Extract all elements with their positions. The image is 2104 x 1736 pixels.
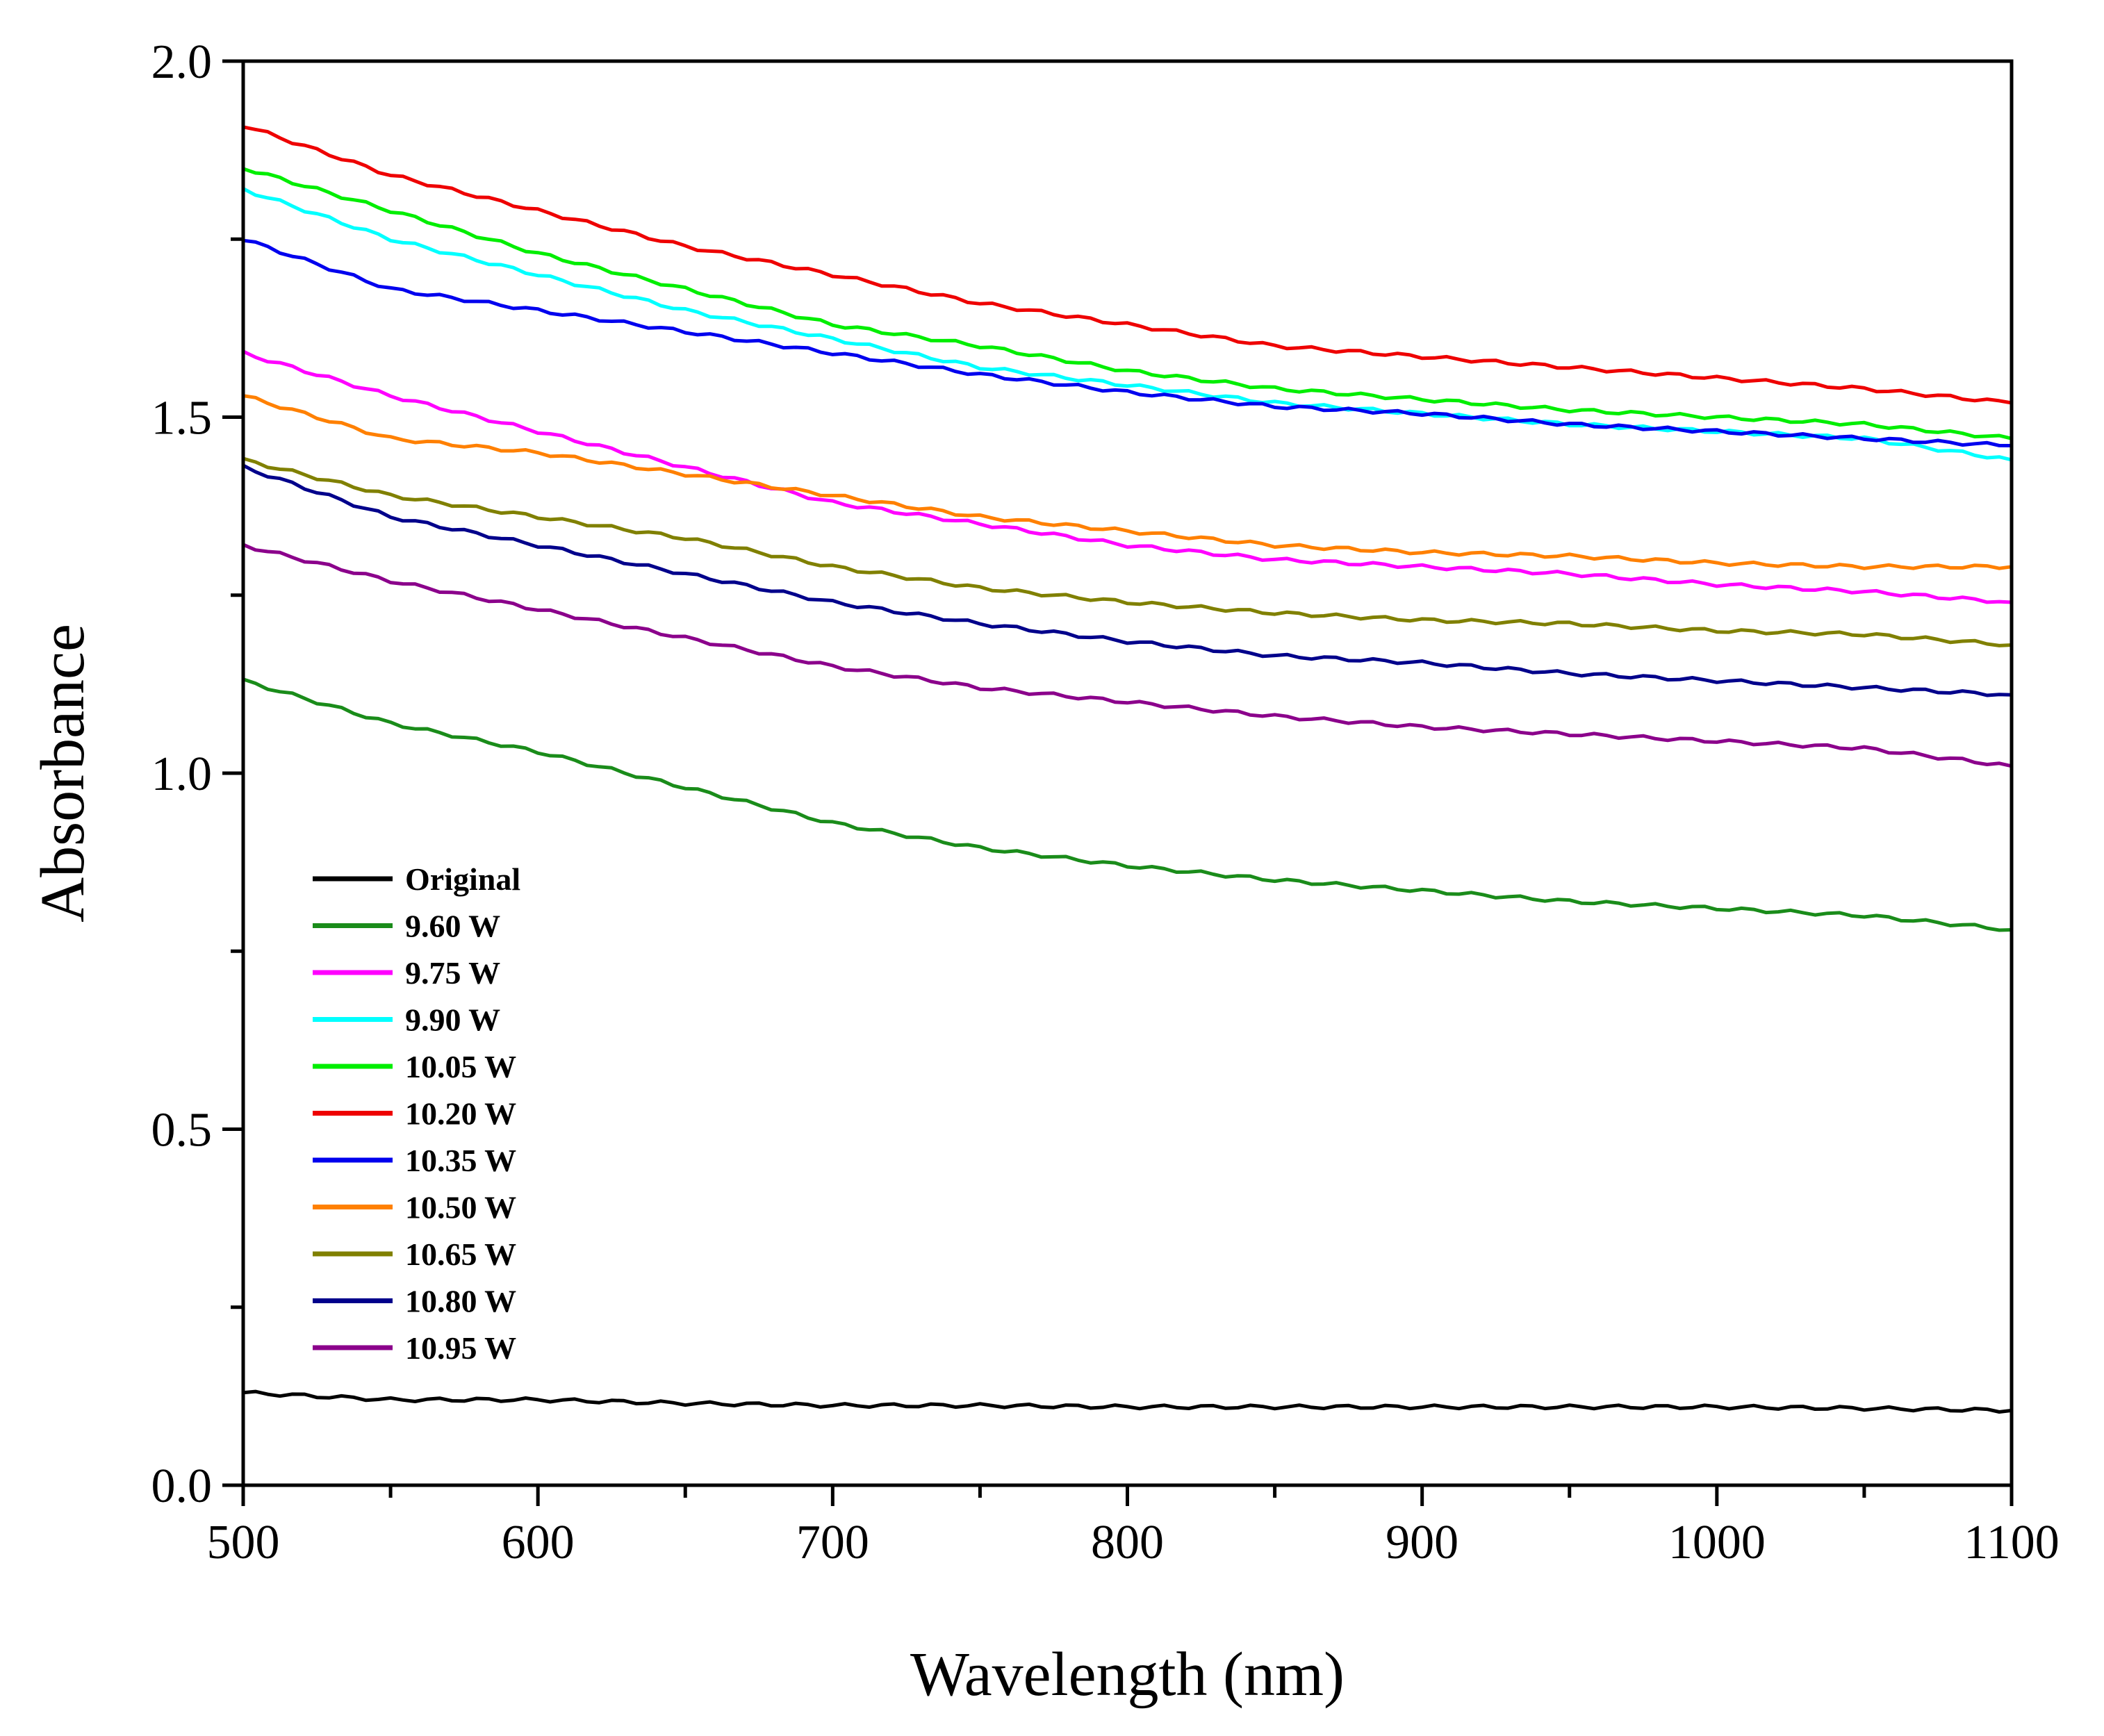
x-axis-title: Wavelength (nm) [910, 1640, 1345, 1709]
y-tick-label: 1.5 [151, 392, 213, 445]
legend-label-10-80-w: 10.80 W [405, 1284, 516, 1319]
legend-label-9-75-w: 9.75 W [405, 955, 500, 991]
series-line-9-90-w [242, 187, 2012, 462]
legend-label-9-60-w: 9.60 W [405, 909, 500, 944]
x-tick-label: 900 [1386, 1516, 1458, 1569]
y-axis-title: Absorbance [28, 624, 97, 923]
series-line-9-75-w [242, 349, 2012, 604]
y-axis: 0.0 0.5 1.0 1.5 2.0 [151, 35, 243, 1513]
x-tick-label: 1000 [1668, 1516, 1766, 1569]
series-group [242, 125, 2012, 1414]
legend-label-9-90-w: 9.90 W [405, 1002, 500, 1038]
series-line-10-20-w [243, 125, 2012, 405]
series-line-10-65-w [243, 456, 2012, 647]
series-line-10-35-w [243, 238, 2012, 447]
series-line-original [243, 1389, 2012, 1414]
x-tick-label: 600 [502, 1516, 575, 1569]
x-tick-label: 500 [207, 1516, 280, 1569]
legend: Original 9.60 W 9.75 W 9.90 W 10.05 W 10.20 W… [313, 861, 520, 1366]
series-line-10-95-w [242, 543, 2012, 768]
x-tick-label: 1100 [1964, 1516, 2059, 1569]
legend-label-original: Original [405, 861, 520, 897]
x-tick-label: 700 [796, 1516, 869, 1569]
y-tick-label: 2.0 [151, 35, 213, 89]
legend-label-10-50-w: 10.50 W [405, 1190, 516, 1225]
x-tick-label: 800 [1091, 1516, 1164, 1569]
series-line-10-05-w [243, 167, 2012, 440]
series-line-9-60-w [243, 677, 2012, 932]
legend-label-10-35-w: 10.35 W [405, 1143, 516, 1178]
y-tick-label: 0.0 [151, 1460, 213, 1513]
series-line-10-50-w [243, 394, 2012, 570]
y-tick-label: 1.0 [151, 747, 213, 801]
x-axis: 500 600 700 800 900 1000 1100 [207, 1485, 2060, 1569]
series-line-10-80-w [242, 463, 2012, 697]
legend-label-10-95-w: 10.95 W [405, 1330, 516, 1366]
legend-label-10-65-w: 10.65 W [405, 1237, 516, 1272]
y-tick-label: 0.5 [151, 1104, 213, 1157]
legend-label-10-20-w: 10.20 W [405, 1096, 516, 1132]
legend-label-10-05-w: 10.05 W [405, 1049, 516, 1084]
